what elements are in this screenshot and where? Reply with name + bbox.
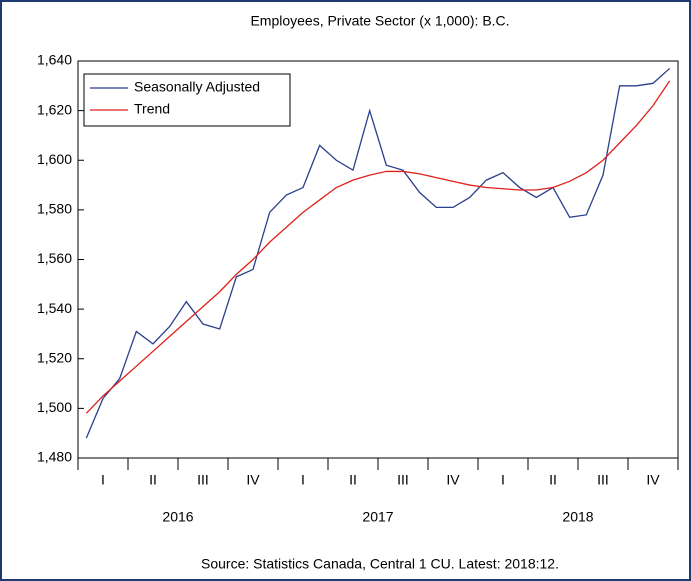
- year-label: 2016: [162, 509, 193, 525]
- quarter-label: IV: [446, 472, 460, 488]
- y-tick-label: 1,620: [37, 101, 72, 117]
- y-tick-label: 1,480: [37, 449, 72, 465]
- chart-title: Employees, Private Sector (x 1,000): B.C…: [250, 13, 509, 29]
- quarter-label: I: [501, 472, 505, 488]
- quarter-label: I: [101, 472, 105, 488]
- quarter-label: IV: [246, 472, 260, 488]
- quarter-label: III: [197, 472, 209, 488]
- year-label: 2017: [362, 509, 393, 525]
- y-tick-label: 1,640: [37, 52, 72, 68]
- legend-label: Seasonally Adjusted: [134, 79, 260, 95]
- legend-label: Trend: [134, 101, 170, 117]
- series-line: [85, 80, 671, 414]
- y-tick-label: 1,580: [37, 201, 72, 217]
- quarter-label: III: [397, 472, 409, 488]
- source-note: Source: Statistics Canada, Central 1 CU.…: [201, 556, 559, 572]
- quarter-label: III: [597, 472, 609, 488]
- y-tick-label: 1,520: [37, 349, 72, 365]
- y-tick-label: 1,600: [37, 151, 72, 167]
- series-line: [85, 67, 671, 439]
- y-tick-label: 1,560: [37, 250, 72, 266]
- quarter-label: IV: [646, 472, 660, 488]
- legend-box: [83, 73, 291, 127]
- quarter-label: I: [301, 472, 305, 488]
- y-tick-label: 1,500: [37, 399, 72, 415]
- y-tick-label: 1,540: [37, 300, 72, 316]
- quarter-label: II: [349, 472, 357, 488]
- quarter-label: II: [549, 472, 557, 488]
- year-label: 2018: [562, 509, 593, 525]
- quarter-label: II: [149, 472, 157, 488]
